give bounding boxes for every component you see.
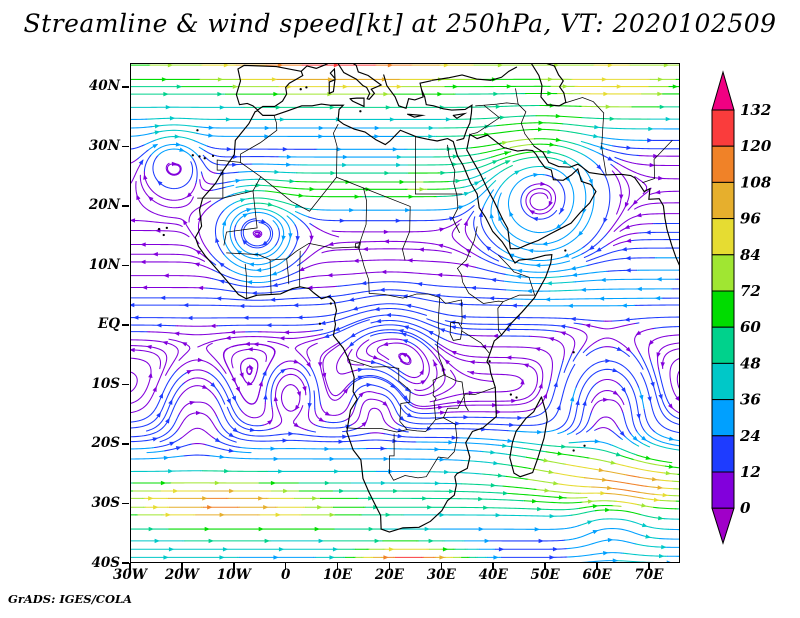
y-tick [122,502,129,505]
colorbar-below-arrow [711,507,735,545]
streamline-map-canvas [130,63,680,563]
colorbar-segment [711,254,735,292]
x-tick-label: 0 [280,567,291,583]
colorbar-label: 0 [740,499,751,517]
x-tick-label: 10E [323,567,353,583]
x-tick-label: 30W [113,567,147,583]
x-tick-label: 20W [164,567,199,583]
colorbar-label: 12 [740,463,761,481]
colorbar-segment [711,109,735,147]
y-tick [122,86,129,88]
x-tick [596,563,598,570]
colorbar-segment [711,326,735,364]
x-tick [440,563,443,570]
x-tick [233,563,235,570]
y-tick [122,145,129,148]
colorbar-label: 96 [740,210,761,228]
y-tick [122,324,129,326]
attribution: GrADS: IGES/COLA [8,592,132,606]
colorbar-segment [711,471,735,509]
x-tick-label: 70E [634,567,664,583]
colorbar-segment [711,435,735,473]
y-tick-label: 40N [88,78,120,95]
colorbar-label: 132 [740,101,771,119]
colorbar-label: 108 [740,173,772,191]
colorbar-segment [711,181,735,220]
colorbar-segment [711,218,735,256]
x-tick [648,563,650,570]
chart-title: Streamline & wind speed[kt] at 250hPa, V… [23,9,777,38]
colorbar-segment [711,290,735,328]
x-tick [129,563,131,570]
x-tick [284,563,287,570]
y-tick-label: 10N [88,256,120,273]
y-tick-label: 30S [91,494,120,511]
y-tick [122,443,129,445]
x-tick-label: 60E [582,567,612,583]
y-tick-label: 10S [91,375,120,392]
y-tick-label: 20S [91,435,120,452]
y-tick-label: 20N [88,197,120,214]
colorbar-segment [711,362,735,401]
x-tick [544,563,546,570]
x-tick-label: 20E [374,567,404,583]
colorbar-segment [711,399,735,437]
x-tick-label: 30E [426,567,456,583]
colorbar-label: 60 [740,318,761,336]
x-tick [492,563,494,570]
colorbar-label: 120 [740,137,772,155]
colorbar-segment [711,145,735,183]
y-tick [122,264,129,267]
y-tick-label: 30N [88,137,120,154]
x-tick-label: 10W [216,567,251,583]
colorbar-label: 72 [740,282,761,300]
x-tick [181,563,183,570]
colorbar-label: 36 [740,391,761,409]
y-tick [122,205,129,207]
y-tick-label: 40S [91,554,120,571]
colorbar-label: 84 [740,246,761,264]
x-tick [336,563,339,570]
x-tick [388,563,391,570]
x-tick-label: 40E [478,567,508,583]
x-tick-label: 50E [530,567,560,583]
y-tick-label: EQ [97,316,120,333]
colorbar-label: 24 [739,427,761,445]
y-tick [122,383,129,386]
y-tick [122,562,129,564]
colorbar-label: 48 [740,354,761,372]
colorbar-above-arrow [711,70,735,111]
